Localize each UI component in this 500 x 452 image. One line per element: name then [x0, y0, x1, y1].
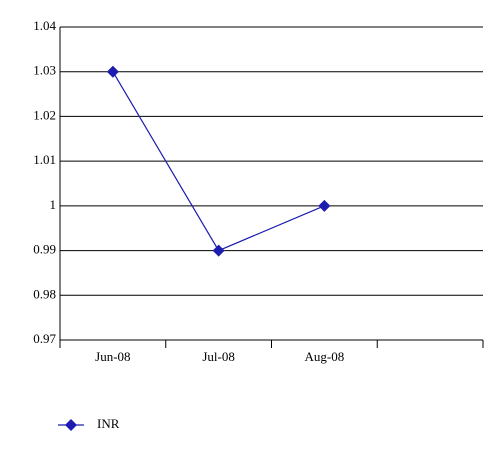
y-tick-label: 1.03 — [33, 63, 56, 78]
x-tick-label: Jul-08 — [202, 349, 235, 364]
y-tick-label: 0.97 — [33, 331, 56, 346]
y-tick-label: 1.04 — [33, 18, 56, 33]
y-tick-label: 1 — [50, 197, 57, 212]
y-tick-label: 0.99 — [33, 242, 56, 257]
y-tick-label: 1.02 — [33, 107, 56, 122]
legend-marker — [65, 419, 77, 431]
y-tick-label: 1.01 — [33, 152, 56, 167]
x-tick-label: Aug-08 — [305, 349, 345, 364]
data-point — [106, 65, 119, 78]
x-tick-label: Jun-08 — [95, 349, 130, 364]
y-tick-label: 0.98 — [33, 286, 56, 301]
data-point — [212, 244, 225, 257]
data-point — [318, 199, 331, 212]
legend-label: INR — [97, 416, 120, 431]
